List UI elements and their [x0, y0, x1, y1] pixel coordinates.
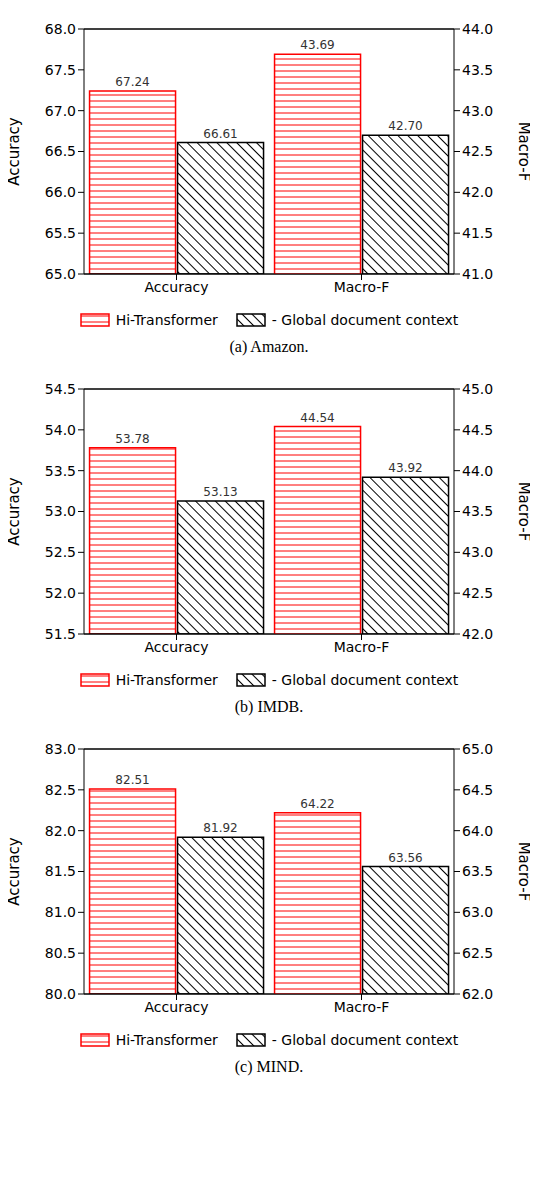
svg-text:62.5: 62.5 — [462, 945, 493, 961]
svg-text:42.5: 42.5 — [462, 585, 493, 601]
svg-text:64.5: 64.5 — [462, 782, 493, 798]
html-text:(b) IMDB.: (b) IMDB. — [234, 698, 304, 715]
svg-text:Macro-F: Macro-F — [334, 639, 390, 655]
svg-text:Macro-F: Macro-F — [515, 122, 530, 182]
svg-text:Accuracy: Accuracy — [145, 639, 209, 655]
svg-text:53.13: 53.13 — [203, 485, 237, 499]
html-text:- Global document context: - Global document context — [271, 312, 459, 328]
svg-text:43.0: 43.0 — [462, 544, 493, 560]
svg-text:80.0: 80.0 — [45, 986, 76, 1002]
svg-text:42.70: 42.70 — [388, 119, 422, 133]
svg-text:53.0: 53.0 — [45, 503, 76, 519]
html-text:- Global document context: - Global document context — [271, 672, 459, 688]
svg-text:63.56: 63.56 — [388, 851, 422, 865]
svg-text:43.69: 43.69 — [300, 38, 334, 52]
svg-text:54.0: 54.0 — [45, 422, 76, 438]
svg-text:81.5: 81.5 — [45, 863, 76, 879]
svg-text:44.54: 44.54 — [300, 411, 334, 425]
svg-text:43.5: 43.5 — [462, 503, 493, 519]
svg-text:66.5: 66.5 — [45, 143, 76, 159]
svg-text:82.51: 82.51 — [115, 773, 149, 787]
svg-text:64.22: 64.22 — [300, 797, 334, 811]
svg-text:43.5: 43.5 — [462, 62, 493, 78]
svg-text:44.5: 44.5 — [462, 422, 493, 438]
svg-text:81.92: 81.92 — [203, 821, 237, 835]
svg-text:53.78: 53.78 — [115, 432, 149, 446]
svg-text:65.0: 65.0 — [462, 741, 493, 757]
svg-text:83.0: 83.0 — [45, 741, 76, 757]
svg-text:44.0: 44.0 — [462, 463, 493, 479]
svg-text:42.0: 42.0 — [462, 184, 493, 200]
html-text:Hi-Transformer: Hi-Transformer — [115, 672, 218, 688]
html-text:Hi-Transformer: Hi-Transformer — [115, 312, 218, 328]
svg-text:66.61: 66.61 — [203, 127, 237, 141]
svg-text:Accuracy: Accuracy — [8, 117, 23, 186]
html-text:- Global document context: - Global document context — [271, 1032, 459, 1048]
svg-text:52.5: 52.5 — [45, 544, 76, 560]
html-text:Hi-Transformer: Hi-Transformer — [115, 1032, 218, 1048]
svg-text:66.0: 66.0 — [45, 184, 76, 200]
svg-text:45.0: 45.0 — [462, 381, 493, 397]
svg-text:64.0: 64.0 — [462, 823, 493, 839]
svg-text:54.5: 54.5 — [45, 381, 76, 397]
svg-text:Macro-F: Macro-F — [515, 842, 530, 902]
svg-text:65.5: 65.5 — [45, 225, 76, 241]
svg-text:Accuracy: Accuracy — [145, 279, 209, 295]
svg-text:51.5: 51.5 — [45, 626, 76, 642]
svg-text:41.5: 41.5 — [462, 225, 493, 241]
svg-text:82.0: 82.0 — [45, 823, 76, 839]
svg-text:81.0: 81.0 — [45, 904, 76, 920]
svg-text:80.5: 80.5 — [45, 945, 76, 961]
svg-text:43.92: 43.92 — [388, 461, 422, 475]
svg-text:Accuracy: Accuracy — [8, 477, 23, 546]
svg-text:41.0: 41.0 — [462, 266, 493, 282]
svg-text:42.5: 42.5 — [462, 143, 493, 159]
svg-text:Accuracy: Accuracy — [8, 837, 23, 906]
svg-text:Accuracy: Accuracy — [145, 999, 209, 1015]
svg-text:68.0: 68.0 — [45, 21, 76, 37]
svg-text:63.0: 63.0 — [462, 904, 493, 920]
svg-text:62.0: 62.0 — [462, 986, 493, 1002]
svg-text:44.0: 44.0 — [462, 21, 493, 37]
html-text:(c) MIND.: (c) MIND. — [234, 1058, 304, 1075]
svg-text:42.0: 42.0 — [462, 626, 493, 642]
svg-text:63.5: 63.5 — [462, 863, 493, 879]
svg-text:67.24: 67.24 — [115, 75, 149, 89]
svg-text:82.5: 82.5 — [45, 782, 76, 798]
svg-text:52.0: 52.0 — [45, 585, 76, 601]
html-text:(a) Amazon.: (a) Amazon. — [229, 338, 309, 355]
svg-text:65.0: 65.0 — [45, 266, 76, 282]
svg-text:Macro-F: Macro-F — [334, 999, 390, 1015]
svg-text:Macro-F: Macro-F — [334, 279, 390, 295]
svg-text:43.0: 43.0 — [462, 103, 493, 119]
svg-text:67.0: 67.0 — [45, 103, 76, 119]
svg-text:53.5: 53.5 — [45, 463, 76, 479]
svg-text:Macro-F: Macro-F — [515, 482, 530, 542]
svg-text:67.5: 67.5 — [45, 62, 76, 78]
